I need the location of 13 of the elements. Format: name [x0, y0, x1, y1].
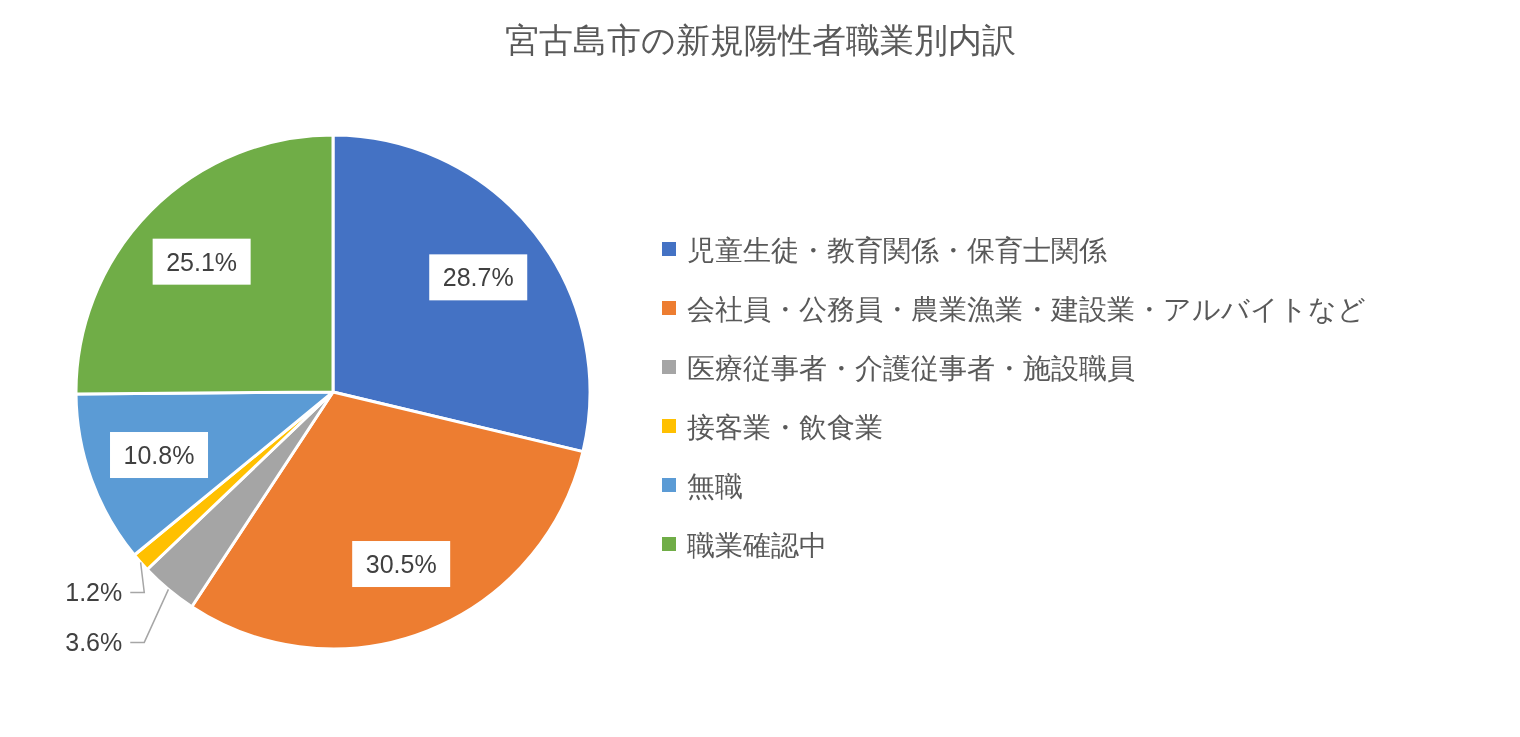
- data-label: 30.5%: [365, 550, 437, 579]
- legend-label: 無職: [687, 471, 743, 502]
- chart-title: 宮古島市の新規陽性者職業別内訳: [504, 21, 1016, 59]
- data-label: 28.7%: [442, 263, 514, 292]
- data-label: 1.2%: [65, 578, 123, 607]
- data-label: 10.8%: [123, 441, 195, 470]
- data-label: 25.1%: [166, 247, 238, 276]
- legend-label: 児童生徒・教育関係・保育士関係: [687, 235, 1107, 266]
- legend-label: 接客業・飲食業: [687, 412, 883, 443]
- legend-label: 職業確認中: [687, 530, 827, 561]
- data-label: 3.6%: [65, 628, 123, 657]
- legend-label: 医療従事者・介護従事者・施設職員: [687, 353, 1135, 384]
- legend-label: 会社員・公務員・農業漁業・建設業・アルバイトなど: [687, 294, 1366, 325]
